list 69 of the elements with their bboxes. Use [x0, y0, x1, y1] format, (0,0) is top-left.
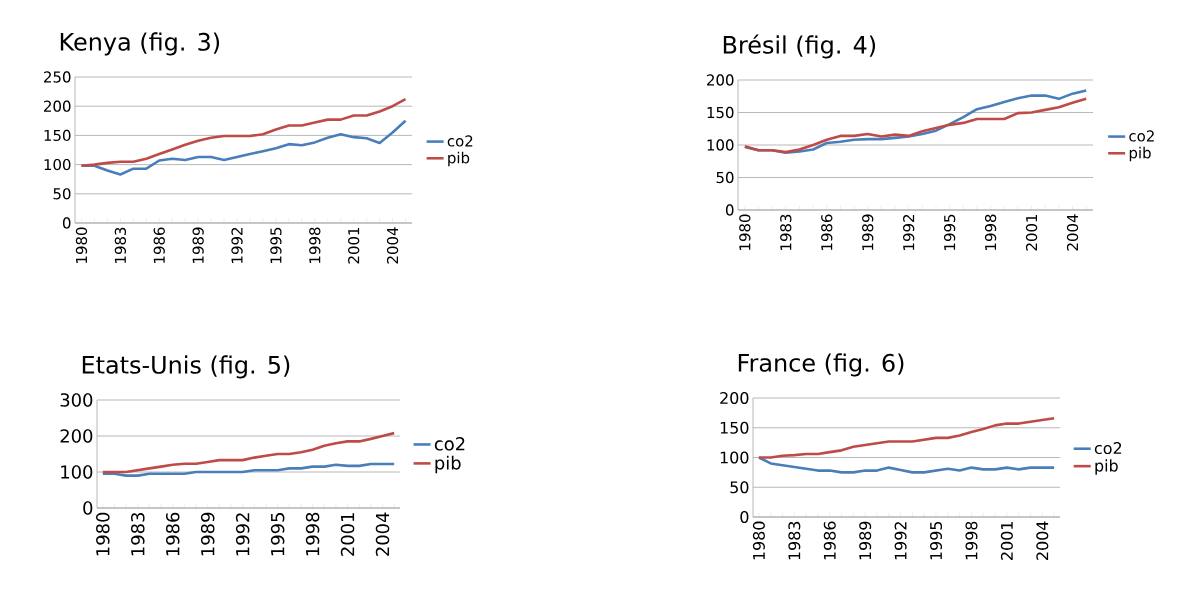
x-tick-label: 1989 — [200, 512, 215, 556]
y-tick-label: 200 — [720, 391, 749, 405]
x-tick-label: 1980 — [752, 521, 765, 560]
x-tick-label: 2004 — [1066, 214, 1079, 251]
y-tick-label: 150 — [720, 421, 749, 434]
x-tick-label: 1995 — [930, 521, 943, 560]
x-tick-label: 1980 — [75, 227, 88, 263]
x-tick-label: 1989 — [859, 521, 872, 560]
legend-label: co2 — [1094, 442, 1122, 455]
x-tick-label: 1992 — [231, 228, 243, 263]
x-tick-label: 1986 — [165, 512, 180, 556]
x-tick-label: 1980 — [96, 512, 110, 556]
legend-label: co2 — [447, 135, 473, 147]
y-tick-label: 0 — [83, 501, 93, 515]
y-tick-label: 50 — [716, 171, 734, 184]
x-tick-label: 1983 — [131, 512, 145, 556]
x-tick-label: 1989 — [862, 214, 874, 250]
y-tick-label: 0 — [740, 510, 749, 524]
x-tick-label: 1992 — [903, 215, 915, 250]
x-tick-label: 1983 — [780, 214, 792, 250]
x-tick-label: 1980 — [739, 214, 751, 250]
legend-label: co2 — [1129, 130, 1154, 142]
x-tick-label: 2004 — [386, 227, 399, 264]
x-tick-label: 1992 — [894, 522, 907, 560]
x-tick-label: 1995 — [270, 227, 282, 263]
x-tick-label: 2001 — [1025, 214, 1038, 251]
x-tick-label: 1992 — [235, 513, 250, 556]
legend-label: pib — [1095, 459, 1118, 475]
legend-label: pib — [448, 151, 470, 167]
chart-title: Kenya (fig. 3) — [60, 32, 220, 56]
y-tick-label: 0 — [62, 217, 71, 229]
y-tick-label: 100 — [44, 158, 71, 171]
x-tick-label: 1983 — [788, 521, 801, 560]
x-tick-label: 1998 — [305, 512, 320, 556]
x-tick-label: 1983 — [114, 227, 127, 263]
x-tick-label: 1998 — [965, 521, 978, 560]
x-tick-label: 2001 — [348, 227, 360, 264]
y-tick-label: 150 — [44, 129, 71, 142]
y-tick-label: 200 — [44, 100, 71, 112]
x-tick-label: 1995 — [270, 513, 285, 556]
legend-label: co2 — [434, 437, 465, 451]
legend-label: pib — [1129, 146, 1151, 162]
y-tick-label: 0 — [725, 204, 734, 216]
x-tick-label: 1995 — [943, 214, 956, 250]
y-tick-label: 100 — [720, 451, 749, 464]
x-tick-label: 1986 — [153, 227, 165, 263]
chart-title: Etats-Unis (fig. 5) — [82, 355, 290, 379]
line-series — [80, 119, 407, 176]
x-tick-label: 1989 — [192, 227, 204, 263]
y-tick-label: 100 — [707, 139, 734, 151]
x-tick-label: 1998 — [309, 227, 321, 263]
y-tick-label: 200 — [60, 429, 93, 443]
x-tick-label: 2001 — [1000, 522, 1013, 560]
x-tick-label: 2001 — [340, 513, 355, 556]
x-tick-label: 2004 — [1036, 521, 1049, 560]
y-tick-label: 250 — [44, 71, 71, 83]
y-tick-label: 200 — [707, 74, 734, 86]
x-tick-label: 1986 — [821, 214, 833, 250]
x-tick-label: 1986 — [823, 521, 836, 560]
y-tick-label: 300 — [60, 393, 93, 407]
chart-title: France (fig. 6) — [738, 353, 904, 377]
legend-label: pib — [435, 455, 461, 474]
y-tick-label: 100 — [61, 465, 93, 479]
y-tick-label: 150 — [707, 106, 734, 119]
y-tick-label: 50 — [730, 481, 749, 494]
y-tick-label: 50 — [53, 188, 71, 200]
x-tick-label: 2004 — [375, 512, 390, 556]
chart-title: Brésil (fig. 4) — [723, 34, 876, 59]
x-tick-label: 1998 — [984, 214, 997, 250]
